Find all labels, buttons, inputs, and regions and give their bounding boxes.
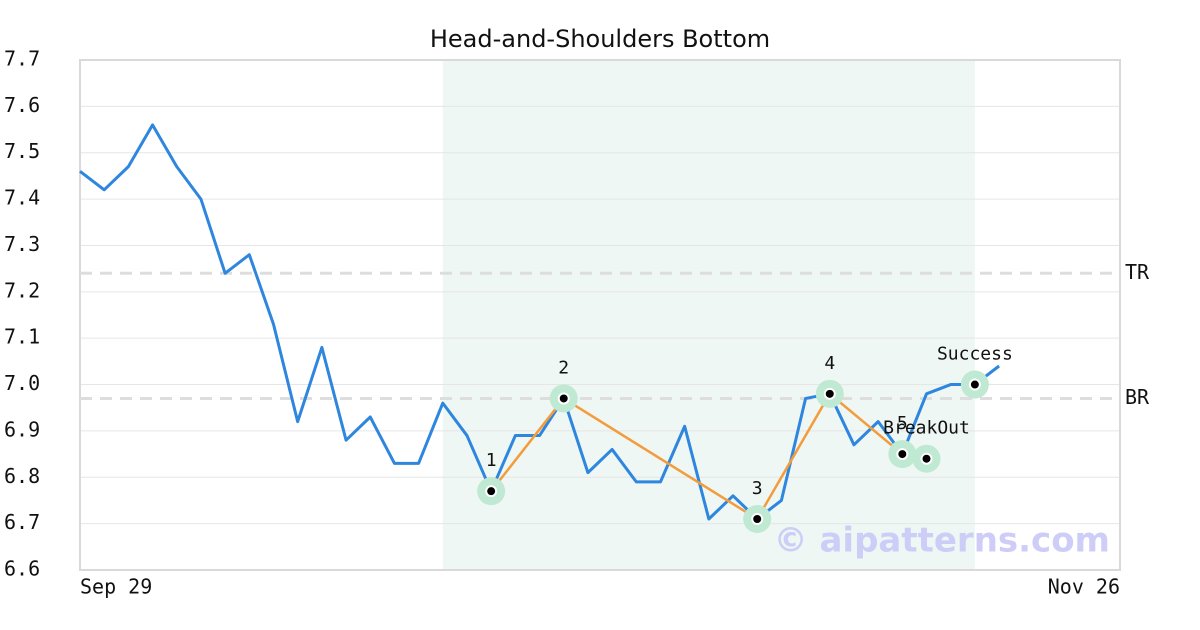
y-tick-label: 7.3 [4,232,40,256]
highlight-region [442,60,975,570]
event-label: BreakOut [883,418,970,439]
chart-title: Head-and-Shoulders Bottom [430,25,770,53]
plot-frame [79,59,1121,571]
pattern-label: 5 [897,413,908,434]
y-tick-label: 6.6 [4,557,40,581]
y-tick-label: 7.7 [4,47,40,71]
marker-dot [896,448,909,461]
marker-dot [823,387,836,400]
marker-dot [920,452,933,465]
y-tick-label: 7.1 [4,325,40,349]
marker-dot [751,513,764,525]
y-tick-label: 7.0 [4,371,40,395]
price-line [79,123,1000,521]
marker-dot [557,392,570,405]
marker-dot [968,378,981,391]
y-tick-label: 7.2 [4,278,40,302]
pattern-label: 4 [824,353,835,374]
pattern-label: 2 [558,357,569,378]
pattern-label: 1 [486,450,497,471]
x-tick-label: Nov 26 [1048,575,1120,599]
y-tick-label: 7.5 [4,139,40,163]
x-tick-label: Sep 29 [80,575,152,599]
y-tick-label: 6.7 [4,510,40,534]
y-tick-label: 6.9 [4,417,40,441]
level-label: TR [1125,260,1150,284]
level-label: BR [1125,385,1150,409]
y-tick-label: 7.6 [4,93,40,117]
marker-dot [485,485,498,498]
pattern-label: 3 [752,478,763,499]
y-tick-label: 7.4 [4,186,40,210]
y-tick-label: 6.8 [4,464,40,488]
watermark: © aipatterns.com [774,521,1110,561]
event-label: Success [937,344,1013,365]
